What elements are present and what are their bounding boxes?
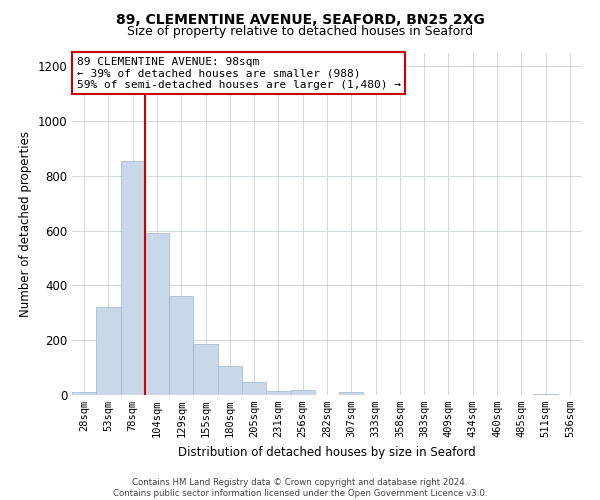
Bar (533, 394, 558, 395)
Bar (290, 390, 315, 395)
Bar (242, 382, 266, 395)
Bar (339, 392, 364, 395)
Y-axis label: Number of detached properties: Number of detached properties (19, 130, 32, 317)
Bar (193, 344, 218, 395)
Bar (169, 296, 193, 395)
Bar (96, 308, 121, 395)
Text: Size of property relative to detached houses in Seaford: Size of property relative to detached ho… (127, 25, 473, 38)
Bar (145, 234, 169, 395)
Text: Contains HM Land Registry data © Crown copyright and database right 2024.
Contai: Contains HM Land Registry data © Crown c… (113, 478, 487, 498)
Bar (72, 392, 96, 395)
Text: 89 CLEMENTINE AVENUE: 98sqm
← 39% of detached houses are smaller (988)
59% of se: 89 CLEMENTINE AVENUE: 98sqm ← 39% of det… (77, 56, 401, 90)
Bar (266, 391, 290, 395)
Text: 89, CLEMENTINE AVENUE, SEAFORD, BN25 2XG: 89, CLEMENTINE AVENUE, SEAFORD, BN25 2XG (116, 12, 484, 26)
Bar (218, 366, 242, 395)
Bar (121, 160, 145, 395)
X-axis label: Distribution of detached houses by size in Seaford: Distribution of detached houses by size … (178, 446, 476, 458)
